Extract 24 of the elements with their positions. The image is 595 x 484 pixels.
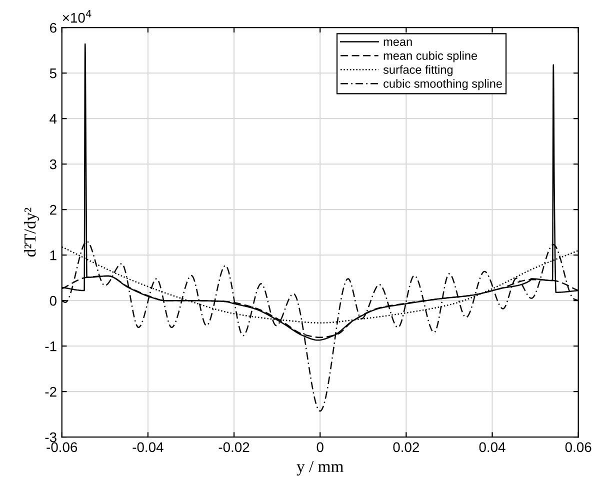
y-tick-label: 2: [50, 204, 56, 215]
y-tick-label: 3: [50, 159, 56, 170]
legend-label: surface fitting: [383, 65, 453, 76]
legend-label: cubic smoothing spline: [384, 79, 502, 90]
x-tick-label: -0.02: [218, 442, 250, 452]
y-tick-label: 0: [50, 296, 56, 306]
y-tick-label: 5: [50, 68, 56, 78]
x-tick-label: 0.02: [393, 442, 420, 452]
legend-label: mean: [384, 39, 412, 46]
legend-label: mean cubic spline: [384, 51, 478, 62]
x-tick-label: 0.04: [479, 442, 506, 452]
y-axis-title: d²T/dy²: [24, 208, 40, 257]
y-tick-label: -1: [45, 342, 56, 352]
y-tick-label: -3: [45, 432, 56, 442]
x-axis-title: y / mm: [296, 460, 344, 476]
y-tick-label: 4: [50, 114, 57, 124]
text: ×10$^{4}$: [62, 10, 92, 23]
y-tick-label: 1: [50, 250, 56, 260]
x-tick-label: 0.06: [565, 442, 592, 452]
y-tick-label: 6: [50, 22, 56, 33]
y-tick-label: -2: [45, 386, 56, 397]
x-tick-label: -0.06: [46, 442, 78, 452]
x-tick-label: 0: [316, 442, 324, 452]
x-tick-label: -0.04: [132, 442, 164, 452]
